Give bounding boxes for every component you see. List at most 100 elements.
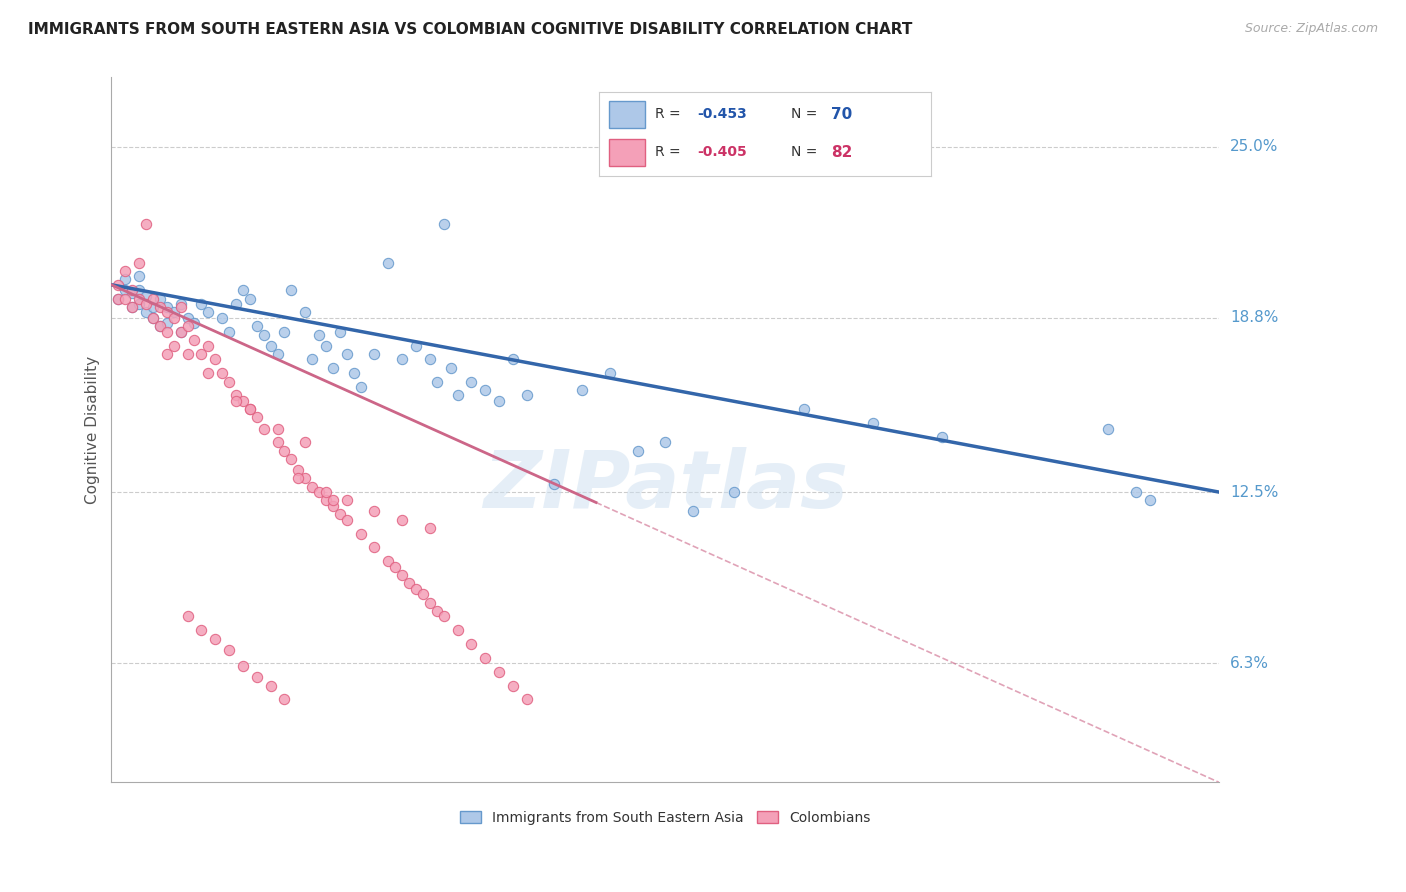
Point	[156, 317, 179, 331]
Point	[225, 388, 247, 402]
Point	[405, 338, 427, 352]
Text: 18.8%: 18.8%	[1230, 310, 1278, 326]
Point	[107, 292, 129, 306]
Point	[287, 463, 309, 477]
Point	[163, 310, 186, 325]
Point	[273, 443, 295, 458]
Point	[626, 443, 648, 458]
Point	[377, 255, 399, 269]
Point	[259, 338, 281, 352]
Point	[128, 292, 150, 306]
Point	[266, 435, 288, 450]
Point	[543, 476, 565, 491]
Point	[190, 297, 212, 311]
Point	[460, 637, 482, 651]
Point	[197, 338, 219, 352]
Point	[391, 352, 413, 367]
Point	[1125, 485, 1147, 500]
Point	[516, 388, 538, 402]
Point	[460, 375, 482, 389]
Point	[239, 292, 262, 306]
Point	[419, 352, 441, 367]
Point	[135, 217, 157, 231]
Point	[225, 393, 247, 408]
Point	[474, 383, 496, 397]
Point	[176, 347, 198, 361]
Point	[232, 659, 254, 673]
Point	[322, 360, 344, 375]
Text: 12.5%: 12.5%	[1230, 484, 1278, 500]
Point	[190, 347, 212, 361]
Point	[169, 300, 191, 314]
Point	[176, 319, 198, 334]
Point	[204, 352, 226, 367]
Point	[384, 559, 406, 574]
Text: IMMIGRANTS FROM SOUTH EASTERN ASIA VS COLOMBIAN COGNITIVE DISABILITY CORRELATION: IMMIGRANTS FROM SOUTH EASTERN ASIA VS CO…	[28, 22, 912, 37]
Point	[349, 380, 371, 394]
Point	[419, 596, 441, 610]
Point	[246, 670, 269, 684]
Point	[336, 347, 359, 361]
Point	[218, 325, 240, 339]
Point	[426, 375, 449, 389]
Point	[197, 305, 219, 319]
Point	[142, 310, 165, 325]
Point	[391, 513, 413, 527]
Point	[266, 421, 288, 435]
Point	[315, 338, 337, 352]
Point	[114, 292, 136, 306]
Point	[114, 272, 136, 286]
Point	[218, 642, 240, 657]
Text: 25.0%: 25.0%	[1230, 139, 1278, 154]
Point	[433, 217, 456, 231]
Point	[121, 286, 143, 301]
Point	[426, 604, 449, 618]
Point	[239, 402, 262, 417]
Point	[363, 504, 385, 518]
Point	[488, 665, 510, 679]
Point	[142, 310, 165, 325]
Point	[398, 576, 420, 591]
Point	[239, 402, 262, 417]
Point	[114, 283, 136, 297]
Point	[336, 493, 359, 508]
Text: 6.3%: 6.3%	[1230, 656, 1270, 671]
Point	[266, 347, 288, 361]
Point	[128, 255, 150, 269]
Point	[654, 435, 676, 450]
Point	[308, 327, 330, 342]
Point	[793, 402, 815, 417]
Point	[273, 692, 295, 706]
Point	[135, 289, 157, 303]
Point	[218, 375, 240, 389]
Point	[315, 485, 337, 500]
Point	[599, 366, 621, 380]
Point	[377, 554, 399, 568]
Point	[149, 319, 172, 334]
Point	[121, 283, 143, 297]
Point	[149, 319, 172, 334]
Point	[128, 269, 150, 284]
Point	[259, 679, 281, 693]
Point	[329, 325, 352, 339]
Legend: Immigrants from South Eastern Asia, Colombians: Immigrants from South Eastern Asia, Colo…	[460, 811, 870, 825]
Point	[156, 305, 179, 319]
Point	[183, 333, 205, 347]
Point	[128, 297, 150, 311]
Point	[183, 317, 205, 331]
Point	[723, 485, 745, 500]
Point	[142, 300, 165, 314]
Point	[502, 679, 524, 693]
Point	[349, 526, 371, 541]
Point	[280, 283, 302, 297]
Point	[149, 292, 172, 306]
Point	[1139, 493, 1161, 508]
Text: ZIPatlas: ZIPatlas	[482, 447, 848, 525]
Point	[273, 325, 295, 339]
Point	[287, 471, 309, 485]
Point	[163, 338, 186, 352]
Y-axis label: Cognitive Disability: Cognitive Disability	[86, 356, 100, 504]
Point	[107, 292, 129, 306]
Point	[502, 352, 524, 367]
Point	[204, 632, 226, 646]
